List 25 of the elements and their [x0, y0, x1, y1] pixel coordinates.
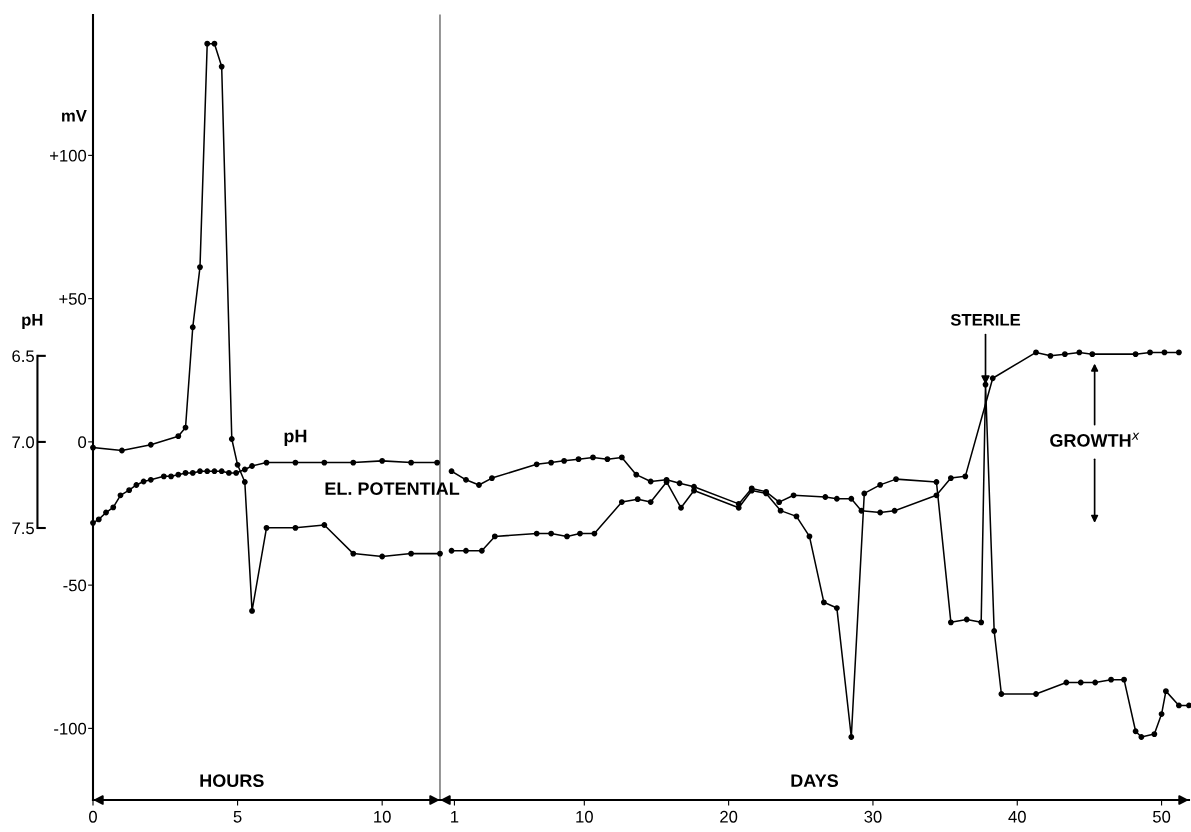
annotation: STERILE — [950, 313, 1021, 326]
x-tick-label: 40 — [1008, 810, 1026, 823]
y-tick-label: +50 — [59, 293, 87, 305]
y-tick-label: 0 — [78, 436, 87, 449]
y-tick-label: -50 — [63, 579, 87, 592]
y-axis-title: mV — [62, 109, 87, 122]
x-axis-title: DAYS — [791, 774, 839, 788]
x-tick-label: 0 — [89, 810, 97, 823]
x-tick-label: 30 — [864, 810, 882, 823]
y-tick-label: -100 — [54, 722, 87, 735]
y2-tick-label: 6.5 — [12, 350, 34, 363]
y2-tick-label: 7.5 — [12, 522, 34, 535]
x-axis-title: HOURS — [200, 774, 264, 788]
y-tick-label: +100 — [50, 149, 87, 162]
y2-axis-title: pH — [22, 314, 43, 329]
annotation: GROWTH$^{x}$ — [1050, 432, 1140, 447]
x-tick-label: 10 — [576, 810, 593, 823]
x-tick-label: 5 — [233, 811, 242, 823]
legend-label: EL. POTENTIAL — [325, 482, 460, 496]
x-tick-label: 1 — [451, 811, 459, 823]
x-tick-label: 50 — [1152, 810, 1171, 823]
y2-tick-label: 7.0 — [12, 436, 35, 449]
series-label: pH — [284, 429, 307, 446]
x-tick-label: 20 — [720, 810, 738, 823]
x-tick-label: 10 — [374, 810, 391, 823]
